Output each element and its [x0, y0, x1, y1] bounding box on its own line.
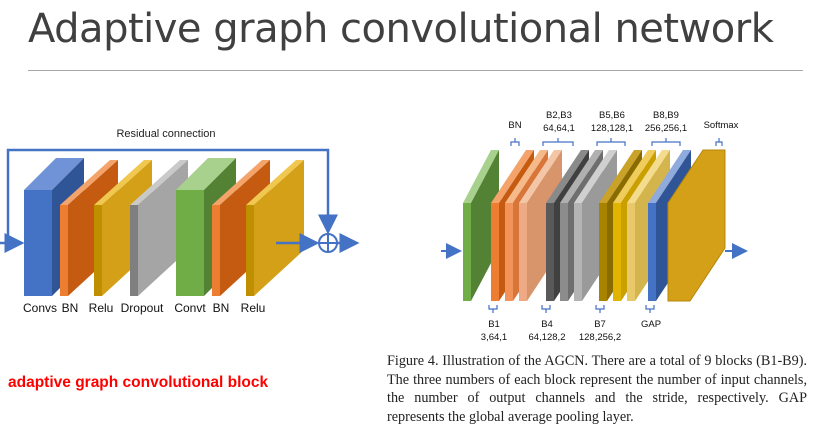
block-caption: adaptive graph convolutional block: [8, 374, 269, 391]
label-b4-name: B4: [541, 319, 553, 330]
agcn-bn-layer: [463, 150, 499, 301]
label-b7-params: 128,256,2: [579, 332, 621, 343]
title-divider: [28, 70, 803, 71]
bn-layer-1: [60, 160, 118, 296]
label-b5b6-params: 128,128,1: [591, 123, 633, 134]
label-gap: GAP: [641, 319, 661, 330]
relu-layer-2: [246, 160, 304, 296]
label-b8b9-params: 256,256,1: [645, 123, 687, 134]
agcn-softmax-layer: [667, 149, 726, 302]
label-bn: BN: [508, 120, 521, 131]
residual-connection-arrow: [6, 148, 338, 242]
layer-label-convs: Convs: [23, 301, 57, 315]
label-b1-params: 3,64,1: [481, 332, 507, 343]
layer-label-bn-1: BN: [62, 301, 79, 315]
agcn-architecture-diagram: BN B2,B3 64,64,1 B5,B6 128,128,1 B8,B9 2…: [441, 110, 748, 343]
layer-label-dropout: Dropout: [121, 301, 164, 315]
layer-label-relu-2: Relu: [241, 301, 266, 315]
label-b2b3-name: B2,B3: [546, 110, 572, 121]
top-braces: [510, 138, 723, 146]
label-b8b9-name: B8,B9: [653, 110, 679, 121]
label-b1-name: B1: [488, 319, 500, 330]
label-b4-params: 64,128,2: [529, 332, 566, 343]
add-operator-icon: [318, 233, 338, 253]
layer-label-bn-2: BN: [213, 301, 230, 315]
residual-connection-label: Residual connection: [116, 128, 215, 140]
dropout-layer: [130, 160, 188, 296]
label-b2b3-params: 64,64,1: [543, 123, 575, 134]
agcn-block-b3: [519, 150, 562, 301]
label-softmax: Softmax: [704, 120, 739, 131]
relu-layer-1: [94, 160, 152, 296]
bottom-braces: [488, 305, 655, 313]
figure-caption: Figure 4. Illustration of the AGCN. Ther…: [387, 353, 807, 425]
label-b5b6-name: B5,B6: [599, 110, 625, 121]
bn-layer-2: [212, 160, 270, 296]
slide-title: Adaptive graph convolutional network: [28, 6, 774, 52]
layer-label-relu-1: Relu: [89, 301, 114, 315]
label-b7-name: B7: [594, 319, 606, 330]
left-block-diagram: Residual connection: [0, 128, 360, 315]
layer-label-convt: Convt: [174, 301, 206, 315]
